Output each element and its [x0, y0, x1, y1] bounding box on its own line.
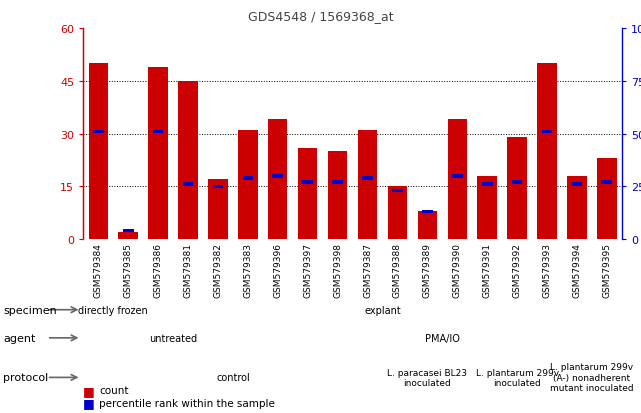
- Text: control: control: [216, 373, 250, 382]
- Text: GSM579381: GSM579381: [183, 242, 192, 297]
- Text: untreated: untreated: [149, 333, 197, 343]
- Text: GSM579390: GSM579390: [453, 242, 462, 297]
- Bar: [183, 183, 194, 187]
- Text: GSM579393: GSM579393: [542, 242, 551, 297]
- Bar: [178, 82, 197, 240]
- Text: GSM579398: GSM579398: [333, 242, 342, 297]
- Text: GSM579382: GSM579382: [213, 242, 222, 297]
- Bar: [537, 64, 556, 240]
- Bar: [328, 152, 347, 240]
- Text: L. plantarum 299v
inoculated: L. plantarum 299v inoculated: [476, 368, 559, 387]
- Bar: [268, 120, 287, 240]
- Text: GSM579387: GSM579387: [363, 242, 372, 297]
- Bar: [512, 181, 522, 185]
- Bar: [238, 131, 258, 240]
- Bar: [303, 181, 313, 185]
- Text: percentile rank within the sample: percentile rank within the sample: [99, 398, 275, 408]
- Text: protocol: protocol: [3, 373, 49, 382]
- Bar: [572, 183, 582, 187]
- Text: agent: agent: [3, 333, 36, 343]
- Text: GSM579389: GSM579389: [423, 242, 432, 297]
- Text: count: count: [99, 385, 129, 395]
- Text: GSM579385: GSM579385: [124, 242, 133, 297]
- Text: GSM579384: GSM579384: [94, 242, 103, 297]
- Text: GSM579391: GSM579391: [483, 242, 492, 297]
- Text: GSM579383: GSM579383: [244, 242, 253, 297]
- Text: specimen: specimen: [3, 305, 57, 315]
- Bar: [447, 120, 467, 240]
- Bar: [542, 131, 553, 134]
- Bar: [148, 68, 168, 240]
- Bar: [213, 185, 223, 189]
- Bar: [88, 64, 108, 240]
- Bar: [388, 187, 407, 240]
- Bar: [601, 181, 612, 185]
- Text: explant: explant: [364, 305, 401, 315]
- Text: L. plantarum 299v
(A-) nonadherent
mutant inoculated: L. plantarum 299v (A-) nonadherent mutan…: [550, 363, 634, 392]
- Bar: [298, 148, 317, 240]
- Bar: [392, 189, 403, 193]
- Text: ■: ■: [83, 396, 95, 409]
- Bar: [597, 159, 617, 240]
- Text: ■: ■: [83, 384, 95, 397]
- Text: GSM579386: GSM579386: [154, 242, 163, 297]
- Text: GSM579392: GSM579392: [513, 242, 522, 297]
- Bar: [362, 177, 373, 180]
- Text: GSM579394: GSM579394: [572, 242, 581, 297]
- Text: GSM579397: GSM579397: [303, 242, 312, 297]
- Text: GSM579395: GSM579395: [603, 242, 612, 297]
- Bar: [478, 176, 497, 240]
- Bar: [272, 175, 283, 178]
- Text: GSM579388: GSM579388: [393, 242, 402, 297]
- Text: directly frozen: directly frozen: [78, 305, 148, 315]
- Bar: [567, 176, 587, 240]
- Bar: [119, 233, 138, 240]
- Text: PMA/IO: PMA/IO: [425, 333, 460, 343]
- Bar: [153, 131, 163, 134]
- Bar: [208, 180, 228, 240]
- Text: L. paracasei BL23
inoculated: L. paracasei BL23 inoculated: [387, 368, 467, 387]
- Text: GDS4548 / 1569368_at: GDS4548 / 1569368_at: [247, 10, 394, 23]
- Bar: [418, 211, 437, 240]
- Bar: [482, 183, 492, 187]
- Bar: [93, 131, 104, 134]
- Bar: [422, 210, 433, 214]
- Bar: [507, 138, 527, 240]
- Bar: [242, 177, 253, 180]
- Bar: [452, 175, 463, 178]
- Text: GSM579396: GSM579396: [273, 242, 282, 297]
- Bar: [332, 181, 343, 185]
- Bar: [123, 229, 133, 233]
- Bar: [358, 131, 377, 240]
